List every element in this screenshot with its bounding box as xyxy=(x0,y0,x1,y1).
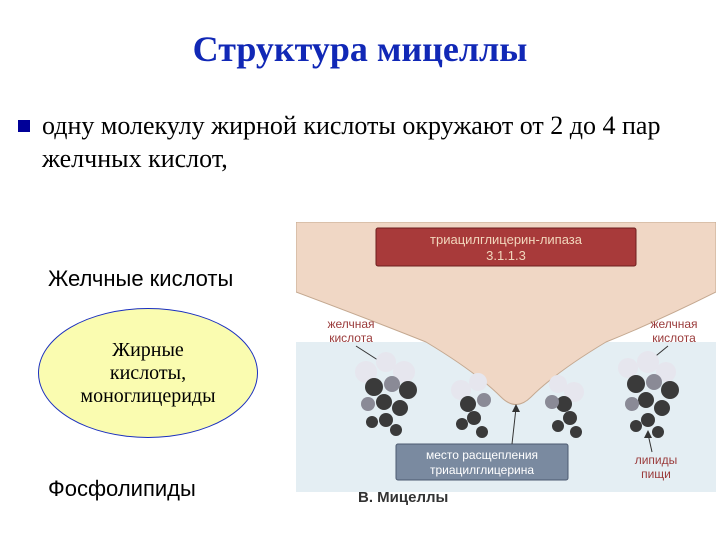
lipids-label-l1: липиды xyxy=(635,453,678,467)
lipids-label-l2: пищи xyxy=(641,467,671,481)
label-phospholipids: Фосфолипиды xyxy=(48,476,196,502)
site-label-l1: место расщепления xyxy=(426,448,538,462)
diagram-caption: В. Мицеллы xyxy=(358,489,448,506)
bullet-text: одну молекулу жирной кислоты окружают от… xyxy=(42,110,690,175)
bullet-marker-icon xyxy=(18,120,30,132)
ellipse-shape: Жирные кислоты, моноглицериды xyxy=(38,308,258,438)
diagram-svg: триацилглицерин-липаза 3.1.1.3 желчная к… xyxy=(296,222,716,512)
slide: Структура мицеллы одну молекулу жирной к… xyxy=(0,0,720,540)
bullet-item: одну молекулу жирной кислоты окружают от… xyxy=(18,110,690,175)
bile-left-l1: желчная xyxy=(327,317,374,331)
ellipse-fatty-acids: Жирные кислоты, моноглицериды xyxy=(38,308,258,438)
enzyme-label-line2: 3.1.1.3 xyxy=(486,248,526,263)
bile-right-l1: желчная xyxy=(650,317,697,331)
ellipse-text: Жирные кислоты, моноглицериды xyxy=(80,339,215,408)
bile-right-l2: кислота xyxy=(652,331,696,345)
enzyme-label-line1: триацилглицерин-липаза xyxy=(430,232,583,247)
slide-title: Структура мицеллы xyxy=(0,28,720,70)
micelle-diagram: триацилглицерин-липаза 3.1.1.3 желчная к… xyxy=(296,222,716,512)
bile-left-l2: кислота xyxy=(329,331,373,345)
site-label-l2: триацилглицерина xyxy=(430,463,534,477)
label-bile-acids: Желчные кислоты xyxy=(48,266,233,292)
